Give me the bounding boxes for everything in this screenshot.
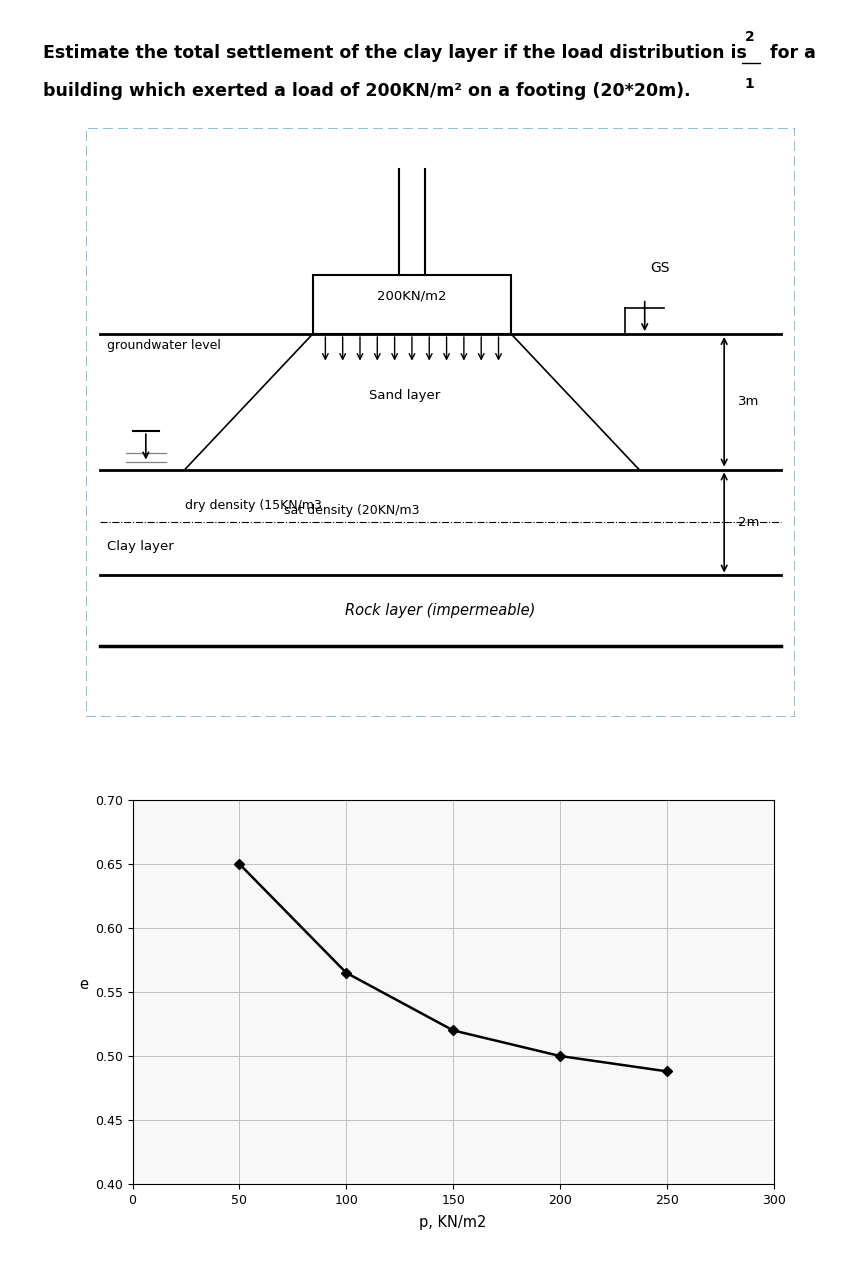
Text: dry density (15KN/m3: dry density (15KN/m3 [185,499,321,512]
Text: 2m: 2m [739,516,760,529]
Text: GS: GS [651,261,670,275]
Text: 3m: 3m [739,396,760,408]
X-axis label: p, KN/m2: p, KN/m2 [420,1215,486,1230]
Text: 1: 1 [745,77,754,91]
Text: sat density (20KN/m3: sat density (20KN/m3 [284,503,420,517]
Bar [313,275,511,334]
Text: building which exerted a load of 200KN/m² on a footing (20*20m).: building which exerted a load of 200KN/m… [43,82,690,100]
Y-axis label: e: e [80,977,88,992]
Text: 200KN/m2: 200KN/m2 [377,289,446,302]
Text: 2: 2 [745,29,754,44]
Text: groundwater level: groundwater level [107,339,221,352]
Text: Estimate the total settlement of the clay layer if the load distribution is: Estimate the total settlement of the cla… [43,44,752,61]
Text: Clay layer: Clay layer [107,540,174,553]
Text: for a: for a [764,44,816,61]
Text: Rock layer (impermeable): Rock layer (impermeable) [345,603,535,618]
Text: Sand layer: Sand layer [369,389,440,402]
